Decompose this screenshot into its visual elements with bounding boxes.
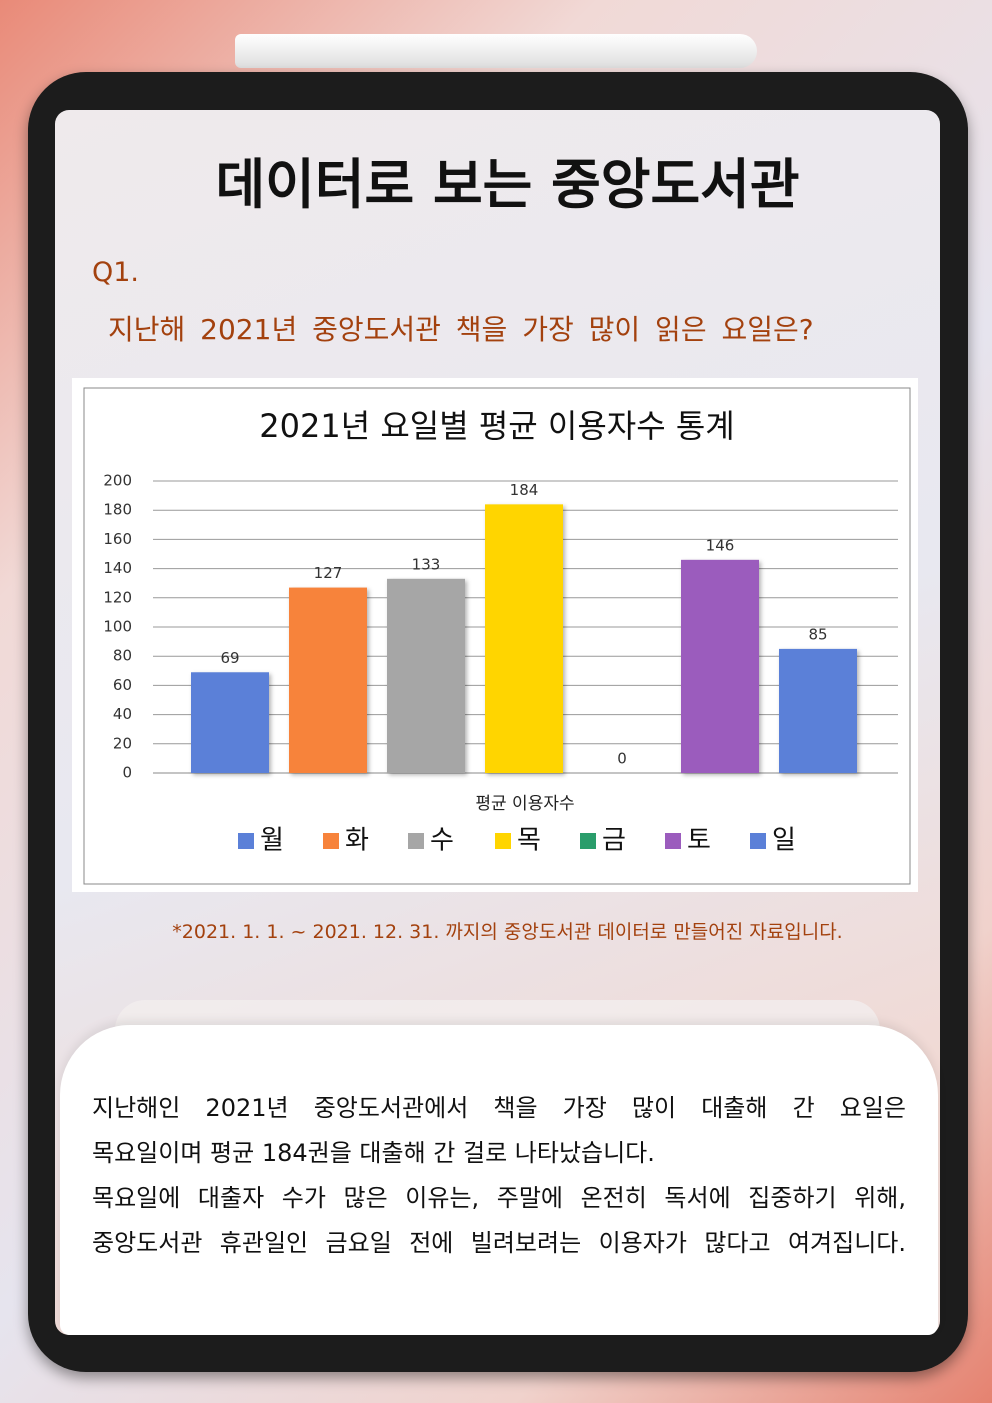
y-tick-label: 20 — [113, 734, 132, 752]
chart-box: 2021년 요일별 평균 이용자수 통계 평균 이용자수 0 20 40 60 80 10… — [72, 378, 918, 892]
pencil — [235, 34, 757, 68]
data-label: 133 — [412, 555, 441, 573]
data-label: 85 — [808, 625, 827, 643]
bar — [387, 578, 465, 773]
footnote: *2021. 1. 1. ~ 2021. 12. 31. 까지의 중앙도서관 데… — [172, 921, 843, 943]
body-line: 지난해인 2021년 중앙도서관에서 책을 가장 많이 대출해 간 요일은 — [92, 1094, 906, 1122]
x-axis-label: 평균 이용자수 — [475, 794, 574, 814]
legend-swatch — [408, 833, 424, 849]
y-tick-label: 140 — [103, 559, 132, 577]
legend-label: 토 — [687, 826, 711, 856]
legend-swatch — [750, 833, 766, 849]
legend-label: 일 — [772, 826, 796, 856]
page-title: 데이터로 보는 중앙도서관 — [215, 153, 800, 216]
y-tick-label: 100 — [103, 618, 132, 636]
legend-swatch — [238, 833, 254, 849]
data-label: 0 — [617, 750, 627, 768]
legend-swatch — [665, 833, 681, 849]
legend-label: 수 — [430, 826, 454, 856]
text-card — [60, 1025, 938, 1335]
legend-swatch — [323, 833, 339, 849]
bar — [191, 672, 269, 773]
y-tick-label: 160 — [103, 530, 132, 548]
data-label: 184 — [510, 481, 539, 499]
chart-title: 2021년 요일별 평균 이용자수 통계 — [259, 407, 734, 445]
chart-border — [83, 387, 911, 885]
chart: 2021년 요일별 평균 이용자수 통계 평균 이용자수 0 20 40 60 80 10… — [83, 387, 911, 885]
data-label: 127 — [314, 564, 343, 582]
legend-label: 월 — [260, 826, 284, 856]
y-tick-label: 0 — [122, 764, 132, 782]
y-tick-label: 180 — [103, 501, 132, 519]
bar — [779, 648, 857, 773]
legend-label: 금 — [602, 826, 626, 856]
y-tick-label: 40 — [113, 705, 132, 723]
y-tick-label: 200 — [103, 472, 132, 490]
y-tick-label: 120 — [103, 588, 132, 606]
legend-label: 화 — [345, 826, 369, 856]
y-tick-label: 60 — [113, 676, 132, 694]
y-tick-label: 80 — [113, 647, 132, 665]
body-line: 중앙도서관 휴관일인 금요일 전에 빌려보려는 이용자가 많다고 여겨집니다. — [92, 1229, 906, 1257]
legend-label: 목 — [517, 826, 541, 856]
body-line: 목요일에 대출자 수가 많은 이유는, 주말에 온전히 독서에 집중하기 위해, — [92, 1184, 906, 1212]
question-text: 지난해 2021년 중앙도서관 책을 가장 많이 읽은 요일은? — [108, 313, 814, 346]
body-line: 목요일이며 평균 184권을 대출해 간 걸로 나타났습니다. — [92, 1139, 655, 1167]
data-label: 69 — [220, 649, 239, 667]
bar — [289, 587, 367, 773]
question-number: Q1. — [92, 257, 140, 288]
bar — [681, 559, 759, 773]
legend-swatch — [495, 833, 511, 849]
legend-swatch — [580, 833, 596, 849]
data-label: 146 — [706, 536, 735, 554]
bar — [485, 504, 563, 773]
